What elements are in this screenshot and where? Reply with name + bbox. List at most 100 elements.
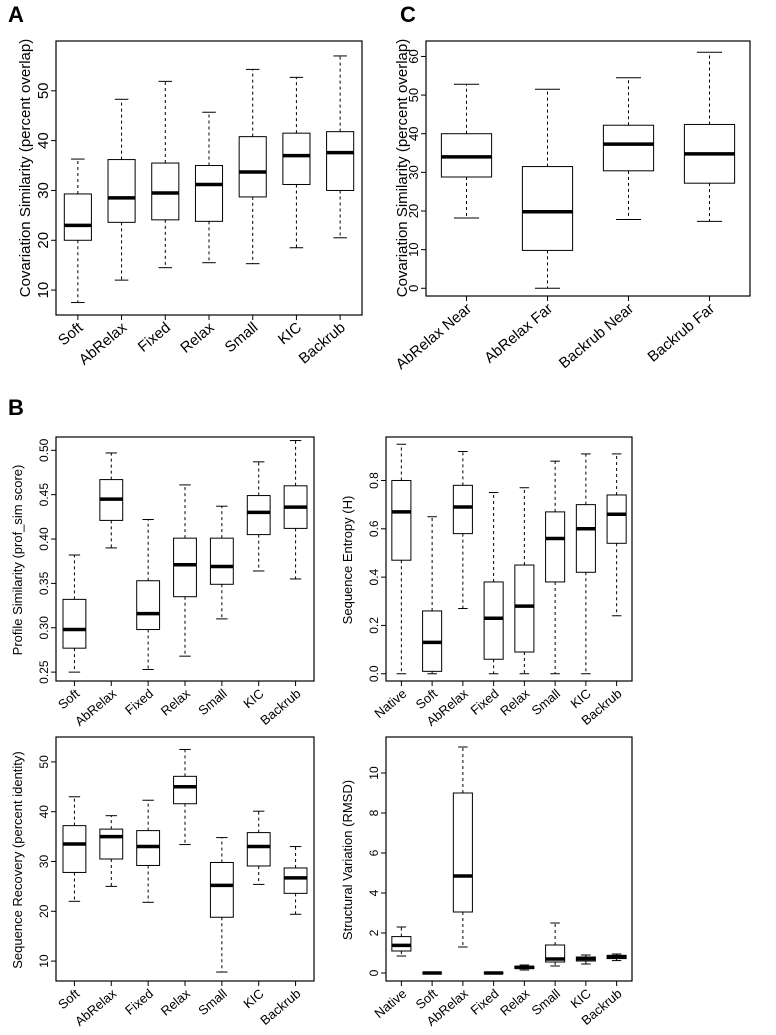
chart-b1-xtick-label: KIC: [240, 686, 266, 711]
chart-b3-box: [283, 867, 308, 894]
panel-label-a: A: [8, 2, 24, 27]
chart-a-xtick-label: AbRelax: [76, 319, 131, 369]
chart-a-xtick-label: Soft: [55, 319, 87, 350]
chart-a-box: [282, 132, 311, 185]
chart-b1-ytick-label: 0.50: [37, 438, 51, 462]
chart-b3-ytick-label: 50: [37, 755, 51, 769]
chart-a-ytick-label: 20: [35, 232, 52, 249]
chart-b4-ytick-label: 2: [367, 929, 381, 936]
chart-b3-box: [173, 775, 197, 805]
chart-a-box: [326, 131, 355, 191]
chart-b3-xtick-label: AbRelax: [72, 985, 120, 1028]
chart-b2-frame: [385, 436, 633, 682]
chart-b3-xtick-label: Soft: [55, 986, 83, 1013]
chart-b4-xtick-label: Native: [371, 986, 409, 1021]
chart-a-xtick-label: Small: [222, 319, 262, 356]
chart-c-ytick-label: 50: [406, 88, 421, 102]
chart-c-box: [521, 166, 574, 251]
chart-a-ylabel: Covariation Similarity (percent overlap): [17, 39, 34, 297]
chart-b1-ytick-label: 0.25: [37, 660, 51, 684]
chart-a-box: [194, 165, 224, 222]
chart-b1-xtick-label: Relax: [158, 685, 193, 718]
chart-b2-ylabel: Sequence Entropy (H): [340, 496, 355, 625]
chart-c-ytick-label: 40: [406, 126, 421, 140]
chart-b3-ytick-label: 40: [37, 805, 51, 819]
chart-b2-box: [575, 504, 596, 573]
chart-b2-ytick-label: 0.6: [367, 520, 381, 537]
chart-b2-box: [514, 564, 535, 653]
chart-a-ytick-label: 10: [35, 282, 52, 299]
chart-c-ytick-label: 60: [406, 49, 421, 63]
chart-b4-ytick-label: 0: [367, 969, 381, 976]
chart-c-box: [602, 124, 655, 172]
chart-b4-ytick-label: 10: [367, 766, 381, 780]
chart-b3-ytick-label: 20: [37, 904, 51, 918]
chart-b4-xtick-label: Relax: [497, 985, 532, 1018]
chart-b3-xtick-label: Backrub: [257, 986, 303, 1028]
chart-c-xtick-label: Backrub Near: [556, 300, 637, 372]
chart-a-box: [63, 193, 92, 241]
chart-a-ytick-label: 40: [35, 132, 52, 149]
chart-b3-ylabel: Sequence Recovery (percent identity): [10, 751, 25, 969]
chart-c-xtick-label: AbRelax Far: [481, 300, 556, 367]
chart-b1-ylabel: Profile Similarity (prof_sim score): [10, 465, 25, 656]
chart-b3-box: [209, 861, 234, 918]
chart-b1-ytick-label: 0.45: [37, 483, 51, 507]
chart-b1-box: [246, 495, 271, 536]
chart-a-xtick-label: KIC: [275, 319, 305, 348]
chart-b4-ytick-label: 4: [367, 889, 381, 896]
chart-b1-xtick-label: Backrub: [257, 686, 303, 728]
chart-c-ylabel: Covariation Similarity (percent overlap): [394, 39, 411, 297]
panel-label-b: B: [8, 395, 24, 420]
chart-b2-ytick-label: 0.4: [367, 568, 381, 585]
chart-c-ytick-label: 0: [406, 285, 421, 292]
chart-c-xtick-label: Backrub Far: [645, 300, 719, 366]
chart-b3-xtick-label: Relax: [158, 985, 193, 1018]
chart-b2-xtick-label: Fixed: [468, 686, 502, 718]
chart-b1-xtick-label: AbRelax: [72, 685, 120, 728]
chart-b2-box: [391, 479, 412, 561]
chart-b3-box: [99, 828, 124, 860]
chart-c-ytick-label: 30: [406, 165, 421, 179]
chart-b4-xtick-label: Fixed: [468, 986, 502, 1018]
chart-b4-xtick-label: Small: [529, 986, 564, 1018]
chart-b4-ytick-label: 6: [367, 849, 381, 856]
chart-b1-box: [136, 580, 161, 631]
chart-b4-ylabel: Structural Variation (RMSD): [340, 780, 355, 940]
chart-c-ytick-label: 20: [406, 204, 421, 218]
chart-b4-box: [452, 792, 473, 913]
chart-b1-xtick-label: Fixed: [122, 686, 156, 718]
chart-b1-box: [173, 537, 197, 598]
chart-b2-box: [545, 511, 566, 583]
chart-c-ytick-label: 10: [406, 242, 421, 256]
chart-b3-xtick-label: Fixed: [122, 986, 156, 1018]
chart-b2-xtick-label: Native: [371, 686, 409, 721]
chart-a-ytick-label: 30: [35, 182, 52, 199]
chart-b1-box: [209, 537, 234, 585]
chart-b2-ytick-label: 0.2: [367, 617, 381, 634]
chart-b3-box: [62, 825, 87, 873]
chart-a-xtick-label: Relax: [177, 319, 218, 357]
chart-b1-box: [62, 598, 87, 649]
chart-b2-xtick-label: Relax: [497, 685, 532, 718]
chart-a-box: [107, 159, 136, 223]
chart-b2-xtick-label: Small: [529, 686, 564, 718]
chart-b2-box: [606, 494, 627, 544]
chart-b3-box: [246, 832, 271, 867]
chart-a-xtick-label: Backrub: [296, 319, 349, 367]
chart-c-frame: [425, 40, 751, 297]
chart-b2-box: [483, 581, 504, 660]
chart-b2-ytick-label: 0.8: [367, 472, 381, 489]
chart-b4-ytick-label: 8: [367, 809, 381, 816]
chart-b3-ytick-label: 30: [37, 854, 51, 868]
chart-c-xtick-label: AbRelax Near: [393, 300, 475, 373]
chart-a-box: [238, 136, 267, 198]
chart-a-ytick-label: 50: [35, 82, 52, 99]
chart-b1-ytick-label: 0.35: [37, 571, 51, 595]
chart-b2-box: [452, 484, 473, 535]
chart-b3-xtick-label: Small: [195, 986, 230, 1018]
chart-b1-xtick-label: Small: [195, 686, 230, 718]
chart-b2-ytick-label: 0.0: [367, 665, 381, 682]
chart-a-xtick-label: Fixed: [135, 319, 174, 356]
